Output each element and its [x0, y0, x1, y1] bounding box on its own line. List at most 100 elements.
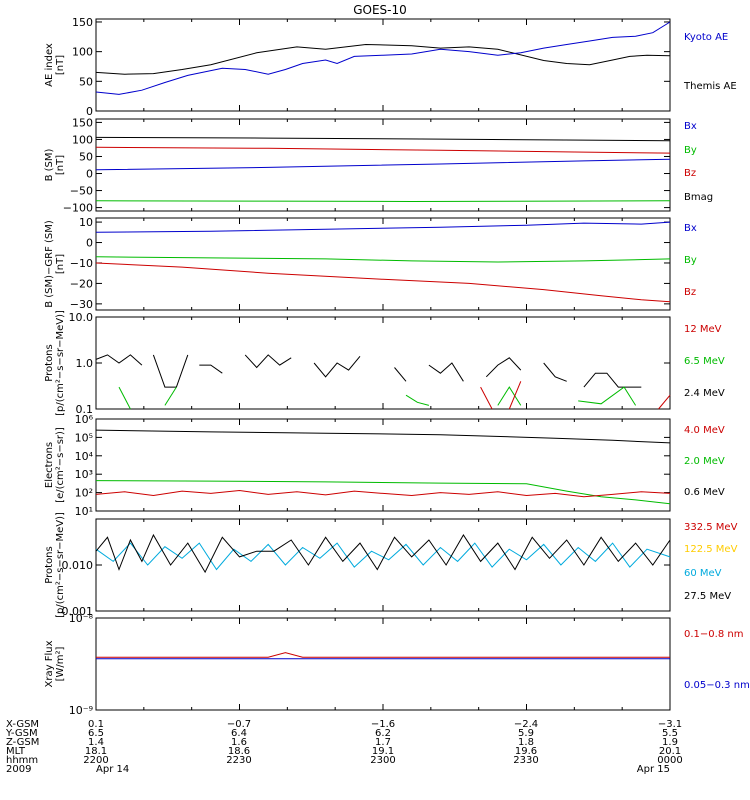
ephemeris-cell: 1.7	[375, 737, 391, 748]
legend-label: 332.5 MeV	[684, 522, 738, 533]
ephemeris-cell: Apr 14	[96, 764, 129, 775]
y-axis-label: [nT]	[55, 55, 66, 75]
ephemeris-cell: 5.5	[662, 728, 678, 739]
ephemeris-cell: 1.8	[518, 737, 534, 748]
panel-protons2: 0.001 0.010 Protons [p/(cm²−s−sr−MeV)] 332.5…	[44, 512, 738, 618]
series-line	[244, 354, 292, 369]
ephemeris-cell: 0.1	[88, 719, 104, 730]
ephemeris-row-label: hhmm	[6, 755, 38, 766]
panel-xray: 10⁻⁹ 10⁻⁸ Xray Flux [W/m²] 0.1−0.8 nm 0.05−0.…	[44, 612, 750, 717]
y-axis-label: [e/(cm²−s−sr)]	[55, 427, 66, 503]
ephemeris-cell: 6.2	[375, 728, 391, 739]
y-tick-label: 100	[72, 46, 93, 59]
y-tick-label: 10⁵	[75, 431, 93, 444]
legend-label: 2.0 MeV	[684, 456, 725, 467]
ephemeris-cell: 18.1	[85, 746, 107, 757]
series-line	[95, 489, 671, 498]
y-axis-label: [W/m²]	[55, 646, 66, 681]
series-line	[313, 355, 361, 378]
y-tick-label: 0	[86, 168, 93, 181]
y-tick-label: −100	[63, 202, 93, 215]
series-line	[578, 386, 637, 406]
series-line	[394, 367, 407, 382]
legend-label: By	[684, 255, 697, 266]
series-line	[95, 43, 671, 75]
legend-label: 0.6 MeV	[684, 487, 725, 498]
series-line	[508, 381, 522, 410]
ephemeris-cell: −1.6	[371, 719, 395, 730]
y-axis-label: Electrons	[44, 442, 55, 488]
ephemeris-cell: 2230	[226, 755, 251, 766]
ephemeris-cell: 2330	[513, 755, 538, 766]
y-tick-label: −20	[70, 277, 93, 290]
y-tick-label: 1.0	[76, 357, 94, 370]
legend-label: 6.5 MeV	[684, 356, 725, 367]
y-tick-label: 0	[86, 237, 93, 250]
legend-label: Bx	[684, 223, 697, 234]
series-line	[95, 533, 671, 574]
series-line	[543, 362, 567, 382]
series-line	[95, 542, 671, 571]
legend-label: Bx	[684, 121, 697, 132]
series-line	[428, 362, 464, 382]
ephemeris-cell: 19.6	[515, 746, 537, 757]
series-line	[583, 372, 642, 388]
legend-label: 60 MeV	[684, 568, 722, 579]
panel-frame	[95, 18, 671, 112]
legend-label: 12 MeV	[684, 324, 722, 335]
ephemeris-table: X-GSMY-GSMZ-GSMMLThhmm20090.16.51.418.12…	[5, 719, 683, 775]
y-axis-label: AE index	[44, 43, 55, 87]
panel-bsm: −100 −50 0 50 100 150 B (SM) [nT] Bx By Bz Bmag	[44, 116, 713, 214]
legend-label: Kyoto AE	[684, 32, 728, 43]
series-line	[95, 21, 671, 95]
ephemeris-cell: 2200	[83, 755, 108, 766]
y-tick-label: 10.0	[69, 311, 94, 324]
series-line	[95, 429, 671, 444]
y-tick-label: 100	[72, 133, 93, 146]
y-tick-label: 50	[79, 150, 93, 163]
ephemeris-cell: 19.1	[372, 746, 394, 757]
ephemeris-row-label: Y-GSM	[5, 728, 38, 739]
legend-label: Bz	[684, 287, 696, 298]
y-tick-label: −10	[70, 257, 93, 270]
series-line	[152, 354, 189, 388]
series-line	[95, 158, 671, 171]
y-tick-label: 150	[72, 116, 93, 129]
series-line	[405, 394, 430, 406]
y-tick-label: 10¹	[75, 505, 93, 518]
ephemeris-row-label: X-GSM	[6, 719, 39, 730]
series-line	[95, 146, 671, 154]
series-line	[95, 256, 671, 263]
series-line	[95, 200, 671, 203]
panel-bgrf: −30 −20 −10 0 10 B (SM)−GRF (SM) [nT] Bx By Bz	[44, 216, 697, 311]
series-line	[480, 386, 493, 410]
panel-electrons: 10¹ 10² 10³ 10⁴ 10⁵ 10⁶ Electrons [e/(cm²−s−sr)…	[44, 413, 725, 518]
legend-label: 4.0 MeV	[684, 425, 725, 436]
y-tick-label: 10²	[75, 487, 93, 500]
legend-label: 2.4 MeV	[684, 388, 725, 399]
plot-title: GOES-10	[353, 3, 407, 17]
y-axis-label: Xray Flux	[44, 640, 55, 687]
y-tick-label: 50	[79, 75, 93, 88]
legend-label: Bz	[684, 168, 696, 179]
legend-label: 0.05−0.3 nm	[684, 680, 750, 691]
series-line	[96, 652, 670, 658]
y-axis-label: Protons	[44, 344, 55, 381]
y-tick-label: 0.1	[76, 403, 94, 416]
y-axis-label: [nT]	[55, 155, 66, 175]
series-line	[118, 386, 131, 410]
ephemeris-row-label: 2009	[6, 764, 31, 775]
y-axis-label: [nT]	[55, 254, 66, 274]
y-axis-label: Protons	[44, 546, 55, 583]
legend-label: 0.1−0.8 nm	[684, 629, 743, 640]
y-axis-label: [p/(cm²−s−sr−MeV)]	[55, 310, 66, 416]
y-tick-label: 10⁶	[75, 413, 94, 426]
ephemeris-cell: 5.9	[518, 728, 534, 739]
legend-label: Bmag	[684, 192, 713, 203]
ephemeris-cell: 1.4	[88, 737, 104, 748]
y-tick-label: −50	[70, 185, 93, 198]
ephemeris-cell: −0.7	[227, 719, 251, 730]
ephemeris-cell: −3.1	[658, 719, 682, 730]
y-axis-label: B (SM)	[44, 148, 55, 181]
